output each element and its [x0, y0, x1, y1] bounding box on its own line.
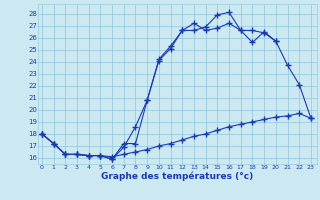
X-axis label: Graphe des températures (°c): Graphe des températures (°c) [101, 172, 254, 181]
